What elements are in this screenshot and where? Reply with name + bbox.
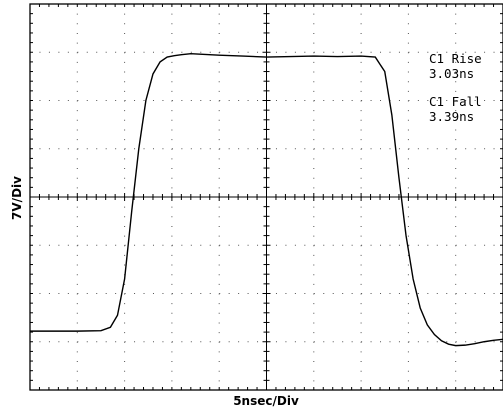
- x-axis-label: 5nsec/Div: [233, 394, 299, 408]
- rise-time-value: 3.03ns: [429, 66, 474, 81]
- y-axis-label: 7V/Div: [10, 176, 24, 220]
- waveform-trace: [30, 52, 503, 347]
- rise-time-label: C1 Rise: [429, 51, 482, 66]
- graticule: [29, 3, 503, 391]
- fall-time-label: C1 Fall: [429, 94, 482, 109]
- fall-time-value: 3.39ns: [429, 109, 474, 124]
